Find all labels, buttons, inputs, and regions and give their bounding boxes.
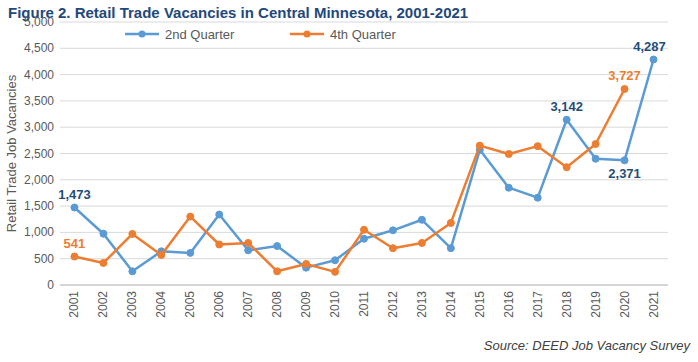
point (592, 155, 599, 162)
point (71, 204, 78, 211)
data-label: 2,371 (608, 166, 641, 181)
grid-line (60, 48, 668, 49)
title: Figure 2. Retail Trade Vacancies in Cent… (8, 4, 468, 21)
point (245, 239, 252, 246)
x-tick-label: 2005 (183, 291, 197, 318)
point (418, 216, 425, 223)
point (505, 184, 512, 191)
point (129, 230, 136, 237)
point (389, 245, 396, 252)
y-tick-label: 1,500 (24, 199, 54, 213)
x-tick-label: 2003 (125, 291, 139, 318)
grid-line (60, 179, 668, 180)
point (100, 259, 107, 266)
point (129, 268, 136, 275)
x-tick-label: 2020 (618, 291, 632, 318)
point (71, 253, 78, 260)
x-tick-label: 2018 (560, 291, 574, 318)
y-tick-label: 2,500 (24, 147, 54, 161)
y-tick-label: 3,500 (24, 94, 54, 108)
grid-line (60, 127, 668, 128)
point (216, 241, 223, 248)
point (592, 141, 599, 148)
y-tick-label: 4,500 (24, 41, 54, 55)
point (447, 245, 454, 252)
data-label: 541 (64, 236, 86, 251)
grid-line (60, 74, 668, 75)
y-tick-label: 4,000 (24, 68, 54, 82)
series-line (74, 89, 624, 272)
point (476, 142, 483, 149)
y-tick-label: 3,000 (24, 120, 54, 134)
point (187, 213, 194, 220)
x-tick-label: 2002 (96, 291, 110, 318)
data-label: 3,142 (550, 99, 583, 114)
y-tick-label: 2,000 (24, 173, 54, 187)
x-tick-label: 2015 (473, 291, 487, 318)
point (563, 116, 570, 123)
point (332, 257, 339, 264)
point (418, 239, 425, 246)
y-tick-label: 0 (47, 278, 54, 292)
y-tick-label: 5,000 (24, 15, 54, 29)
point (332, 268, 339, 275)
point (361, 226, 368, 233)
x-tick-label: 2004 (154, 291, 168, 318)
x-axis (60, 285, 668, 286)
point (361, 235, 368, 242)
x-tick-label: 2009 (299, 291, 313, 318)
data-label: 1,473 (58, 187, 91, 202)
point (245, 247, 252, 254)
point (505, 151, 512, 158)
point (216, 211, 223, 218)
x-tick-label: 2012 (386, 291, 400, 318)
point (187, 249, 194, 256)
point (621, 85, 628, 92)
grid-line (60, 206, 668, 207)
chart: Figure 2. Retail Trade Vacancies in Cent… (0, 0, 698, 362)
point (621, 157, 628, 164)
point (447, 219, 454, 226)
point (534, 143, 541, 150)
plot-area (71, 56, 657, 275)
source: Source: DEED Job Vacancy Survey (484, 338, 692, 353)
legend-label: 4th Quarter (330, 27, 396, 42)
grid-line (60, 285, 668, 286)
x-tick-label: 2010 (328, 291, 342, 318)
point (158, 252, 165, 259)
x-tick-label: 2001 (67, 291, 81, 318)
point (563, 164, 570, 171)
x-tick-label: 2021 (647, 291, 661, 318)
grid (60, 22, 668, 285)
x-tick-label: 2007 (241, 291, 255, 318)
data-label: 4,287 (633, 39, 666, 54)
grid-line (60, 153, 668, 154)
data-labels: 1,473 3,142 2,371 4,287 541 3,727 (58, 39, 666, 251)
point (389, 227, 396, 234)
legend-label: 2nd Quarter (165, 27, 235, 42)
x-tick-label: 2017 (531, 291, 545, 318)
y-tick-label: 1,000 (24, 225, 54, 239)
x-tick-label: 2006 (212, 291, 226, 318)
x-tick-label: 2013 (415, 291, 429, 318)
point (303, 260, 310, 267)
data-label: 3,727 (608, 68, 641, 83)
x-tick-label: 2014 (444, 291, 458, 318)
series-line (74, 60, 653, 272)
x-tick-label: 2016 (502, 291, 516, 318)
legend: 2nd Quarter 4th Quarter (125, 27, 396, 42)
point (274, 243, 281, 250)
point (100, 230, 107, 237)
x-tick-label: 2019 (589, 291, 603, 318)
grid-line (60, 22, 668, 23)
legend-marker (304, 31, 311, 38)
point (274, 268, 281, 275)
legend-marker (139, 31, 146, 38)
x-tick-label: 2008 (270, 291, 284, 318)
y-tick-label: 500 (34, 252, 54, 266)
point (650, 56, 657, 63)
point (534, 194, 541, 201)
x-tick-label: 2011 (357, 291, 371, 317)
y-axis-label: Retail Trade Job Vacancies (4, 74, 19, 232)
